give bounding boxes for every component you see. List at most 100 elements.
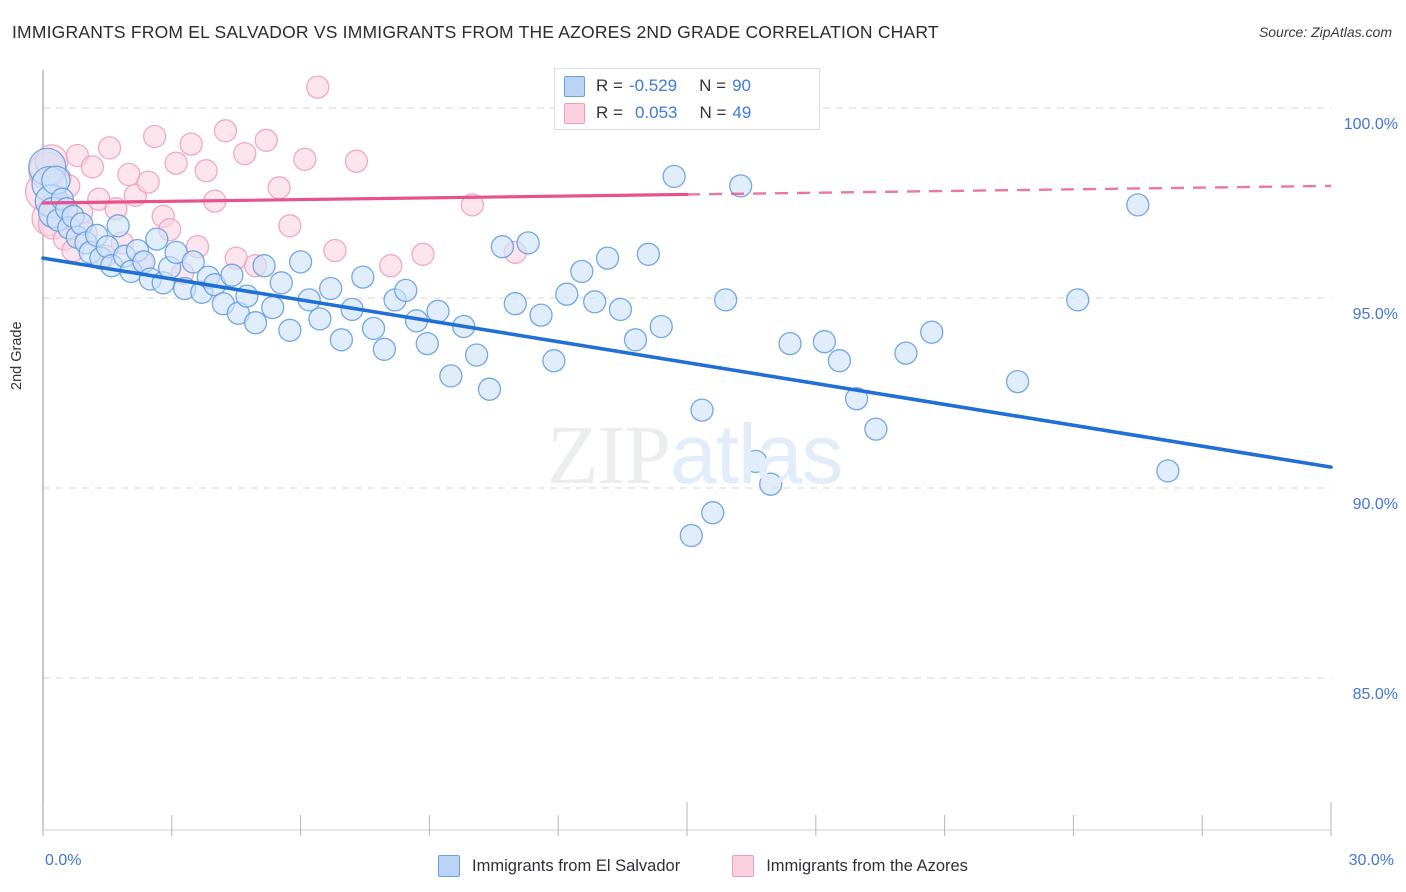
y-axis-tick-label: 95.0%: [1352, 306, 1398, 323]
data-point: [411, 242, 435, 266]
data-point: [220, 263, 244, 287]
data-point: [319, 276, 343, 301]
legend-swatch: [732, 855, 755, 877]
data-point: [394, 278, 418, 303]
stats-r-label-blue: R =: [596, 76, 623, 95]
legend-item[interactable]: Immigrants from the Azores: [732, 855, 968, 877]
data-point: [690, 398, 714, 422]
data-point: [460, 193, 484, 217]
data-point: [269, 271, 293, 295]
correlation-stats-box: R = -0.529 N = 90 R = 0.053 N = 49: [554, 68, 820, 130]
data-point: [415, 331, 439, 356]
data-point: [293, 147, 317, 171]
data-point: [636, 242, 661, 266]
data-point: [164, 151, 188, 175]
data-point: [254, 128, 278, 152]
y-axis-label: 2nd Grade: [9, 321, 25, 390]
data-point: [844, 387, 869, 411]
data-points-azores: [24, 75, 721, 285]
data-point: [827, 349, 852, 373]
data-point: [920, 320, 944, 344]
data-point: [1156, 459, 1180, 483]
data-point: [351, 265, 375, 289]
x-axis-tick-max: 30.0%: [1348, 852, 1394, 869]
data-point: [379, 254, 403, 278]
data-point: [344, 149, 369, 173]
legend-item[interactable]: Immigrants from El Salvador: [438, 855, 680, 877]
y-axis-tick-label: 85.0%: [1352, 686, 1398, 703]
trendline-azores: [41, 184, 1332, 205]
data-point: [464, 343, 489, 367]
data-point: [1066, 288, 1090, 312]
data-point: [679, 523, 703, 548]
data-point: [713, 288, 738, 312]
data-point: [623, 328, 648, 352]
stats-r-label-pink: R =: [596, 103, 623, 122]
data-point: [243, 311, 268, 335]
data-point: [595, 246, 620, 270]
chart-legend: Immigrants from El Salvador Immigrants fr…: [0, 846, 1406, 886]
data-point: [477, 377, 502, 401]
data-point: [306, 75, 330, 99]
data-point: [542, 349, 566, 373]
data-point: [1126, 193, 1150, 217]
data-point: [252, 254, 276, 278]
x-axis-ticks: [42, 802, 1332, 836]
data-point: [555, 282, 579, 306]
data-point: [233, 141, 257, 166]
stats-swatch-blue: [564, 75, 585, 97]
stats-n-value-pink: 49: [732, 103, 752, 122]
data-point: [308, 307, 332, 331]
stats-row-el-salvador: R = -0.529 N = 90: [564, 73, 751, 99]
data-point: [529, 303, 553, 327]
data-point: [213, 119, 238, 143]
data-point: [361, 316, 386, 341]
scatter-plot-area: [24, 70, 1333, 836]
data-point: [136, 170, 160, 194]
stats-swatch-pink: [564, 102, 585, 124]
data-point: [439, 364, 463, 388]
data-point: [744, 449, 768, 474]
data-point: [323, 238, 347, 263]
page-title: IMMIGRANTS FROM EL SALVADOR VS IMMIGRANT…: [12, 22, 939, 42]
data-point: [267, 176, 291, 200]
data-point: [142, 124, 167, 149]
data-point: [194, 159, 218, 183]
data-point: [1005, 369, 1030, 394]
stats-row-azores: R = 0.053 N = 49: [564, 100, 751, 126]
stats-n-value-blue: 90: [732, 76, 751, 95]
data-point: [329, 328, 354, 352]
data-point: [759, 472, 783, 496]
data-point: [145, 227, 169, 251]
data-point: [503, 292, 527, 316]
stats-r-value-blue: -0.529: [628, 76, 678, 95]
data-point: [181, 250, 205, 274]
data-point: [701, 501, 725, 525]
data-point: [179, 132, 203, 156]
data-point: [729, 174, 753, 198]
trendline-el-salvador: [41, 256, 1333, 469]
data-point: [570, 259, 594, 284]
data-point: [778, 331, 802, 356]
source-label: Source: ZipAtlas.com: [1258, 24, 1392, 40]
data-point: [80, 155, 105, 179]
stats-r-value-pink: 0.053: [634, 103, 678, 122]
data-point: [516, 231, 540, 255]
legend-label: Immigrants from the Azores: [766, 856, 968, 875]
data-point: [490, 235, 515, 259]
data-points-el-salvador: [28, 147, 1180, 548]
y-axis-tick-label: 100.0%: [1343, 116, 1398, 133]
data-point: [278, 214, 302, 238]
y-axis-tick-label: 90.0%: [1352, 496, 1398, 513]
data-point: [812, 330, 837, 354]
data-point: [97, 136, 122, 160]
data-point: [426, 299, 450, 323]
legend-swatch: [438, 855, 461, 877]
data-point: [608, 297, 633, 322]
stats-n-label-blue: N =: [699, 76, 727, 95]
x-axis-tick-min: 0.0%: [45, 852, 82, 869]
data-point: [864, 417, 888, 441]
stats-n-label-pink: N =: [699, 103, 727, 122]
legend-label: Immigrants from El Salvador: [472, 856, 681, 875]
